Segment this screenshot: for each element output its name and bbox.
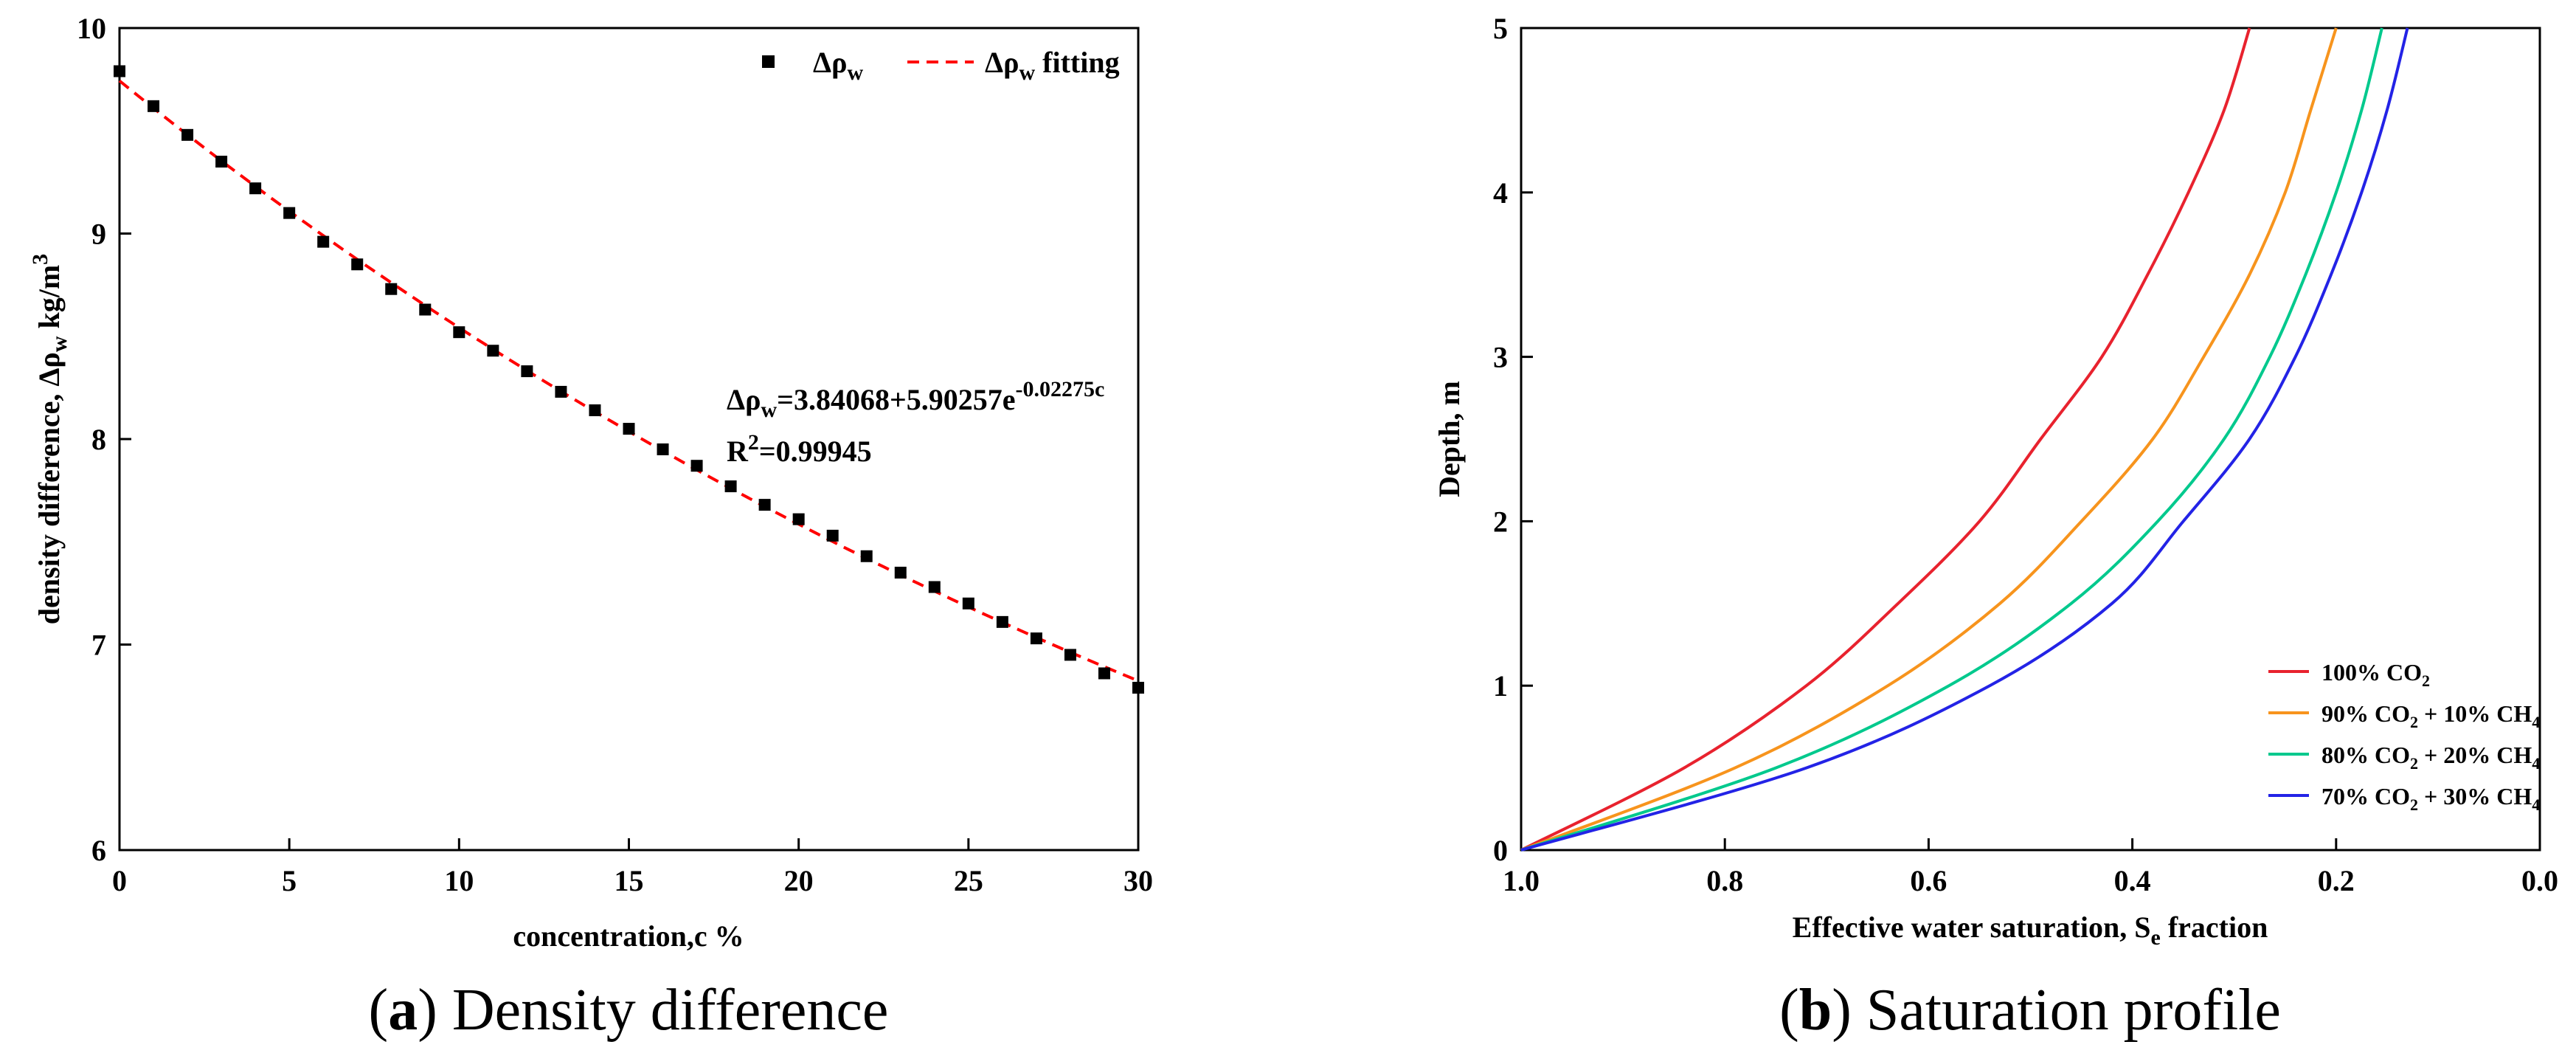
- data-point: [1030, 632, 1042, 645]
- series-line-4: [1520, 27, 2409, 852]
- legend-label-fit: Δρw fitting: [985, 46, 1120, 85]
- plot-frame-a: [118, 27, 1140, 852]
- data-point: [724, 480, 737, 493]
- x-tick-label-b: 0.4: [2114, 864, 2151, 897]
- fit-curve: [118, 79, 1139, 683]
- x-tick-label-a: 20: [784, 864, 814, 897]
- y-tick-label-b: 0: [1493, 834, 1508, 867]
- data-point: [1132, 681, 1144, 694]
- data-point: [249, 182, 262, 195]
- data-point: [521, 365, 533, 378]
- data-point: [962, 597, 974, 610]
- series-line-1: [1520, 27, 2251, 852]
- y-tick-label-a: 6: [91, 834, 106, 867]
- y-tick-label-a: 7: [91, 629, 106, 662]
- x-tick-label-a: 0: [112, 864, 127, 897]
- plot-frame-b: [1520, 27, 2541, 852]
- x-axis-label-b: Effective water saturation, Se fraction: [1793, 911, 2268, 950]
- data-point: [928, 581, 941, 593]
- data-point: [758, 499, 771, 511]
- data-point: [148, 100, 160, 112]
- y-tick-label-a: 8: [91, 423, 106, 456]
- series-line-2: [1520, 27, 2338, 852]
- x-tick-group-b: 1.0 0.8 0.6 0.4 0.2 0.0: [1503, 838, 2558, 897]
- legend-marker-data: [762, 55, 775, 68]
- data-point: [317, 235, 330, 248]
- data-point: [283, 207, 296, 219]
- x-tick-label-a: 5: [282, 864, 297, 897]
- x-tick-label-b: 0.0: [2521, 864, 2558, 897]
- saturation-profile-chart: 1.0 0.8 0.6 0.4 0.2 0.0 0 1 2 3 4 5 100% CO2 90% CO…: [1433, 12, 2558, 1043]
- data-point: [215, 156, 228, 168]
- legend-label-4: 70% CO2 + 30% CH4: [2321, 783, 2540, 814]
- y-axis-label-b: Depth, m: [1433, 381, 1466, 497]
- series-line-group: [1520, 27, 2409, 852]
- density-difference-chart: 0 5 10 15 20 25 30 6 7 8 9 10 Δρw Δρw fitting Δρw=…: [28, 12, 1153, 1043]
- data-point: [487, 345, 499, 357]
- data-point: [657, 443, 669, 455]
- x-tick-label-b: 0.2: [2318, 864, 2355, 897]
- legend-b: 100% CO2 90% CO2 + 10% CH4 80% CO2 + 20% C…: [2268, 659, 2540, 814]
- data-point-group: [114, 65, 1144, 694]
- legend-label-1: 100% CO2: [2321, 659, 2430, 690]
- y-tick-group-b: 0 1 2 3 4 5: [1493, 12, 1533, 867]
- data-point: [1064, 649, 1076, 661]
- x-axis-label-a: concentration,c %: [513, 919, 744, 953]
- data-point: [860, 550, 873, 562]
- x-tick-label-b: 0.6: [1910, 864, 1947, 897]
- legend-label-2: 90% CO2 + 10% CH4: [2321, 700, 2540, 731]
- x-tick-label-a: 25: [954, 864, 983, 897]
- caption-a: (a) Density difference: [369, 978, 889, 1043]
- legend-label-3: 80% CO2 + 20% CH4: [2321, 742, 2540, 773]
- fit-equation: Δρw=3.84068+5.90257e-0.02275c: [727, 377, 1104, 422]
- y-tick-label-a: 9: [91, 218, 106, 251]
- y-tick-label-b: 1: [1493, 669, 1508, 702]
- data-point: [690, 460, 703, 472]
- caption-b: (b) Saturation profile: [1779, 978, 2281, 1043]
- data-point: [351, 258, 364, 271]
- fit-curve-group: [118, 79, 1139, 683]
- x-tick-label-b: 1.0: [1503, 864, 1540, 897]
- data-point: [792, 513, 805, 525]
- legend-a: Δρw Δρw fitting: [762, 46, 1120, 85]
- x-tick-label-a: 10: [444, 864, 474, 897]
- data-point: [181, 128, 194, 141]
- r-squared: R2=0.99945: [727, 430, 872, 468]
- legend-label-data: Δρw: [813, 46, 863, 85]
- data-point: [589, 404, 601, 417]
- y-tick-label-a: 10: [77, 12, 106, 45]
- y-tick-label-b: 4: [1493, 176, 1508, 210]
- y-axis-label-a: density difference, Δρw kg/m3: [28, 254, 72, 624]
- data-point: [555, 385, 567, 398]
- y-tick-label-b: 3: [1493, 341, 1508, 374]
- data-point: [385, 283, 398, 295]
- x-tick-label-b: 0.8: [1706, 864, 1743, 897]
- x-tick-label-a: 15: [614, 864, 644, 897]
- x-tick-label-a: 30: [1123, 864, 1153, 897]
- data-point: [114, 65, 125, 77]
- y-tick-label-b: 5: [1493, 12, 1508, 45]
- y-tick-label-b: 2: [1493, 505, 1508, 538]
- data-point: [1098, 667, 1110, 680]
- series-line-3: [1520, 27, 2383, 852]
- data-point: [826, 529, 839, 542]
- data-point: [623, 423, 635, 435]
- data-point: [894, 567, 907, 579]
- x-tick-group-a: 0 5 10 15 20 25 30: [112, 838, 1153, 897]
- y-tick-group-a: 6 7 8 9 10: [77, 12, 131, 867]
- data-point: [453, 326, 465, 339]
- data-point: [419, 303, 432, 316]
- data-point: [996, 615, 1008, 628]
